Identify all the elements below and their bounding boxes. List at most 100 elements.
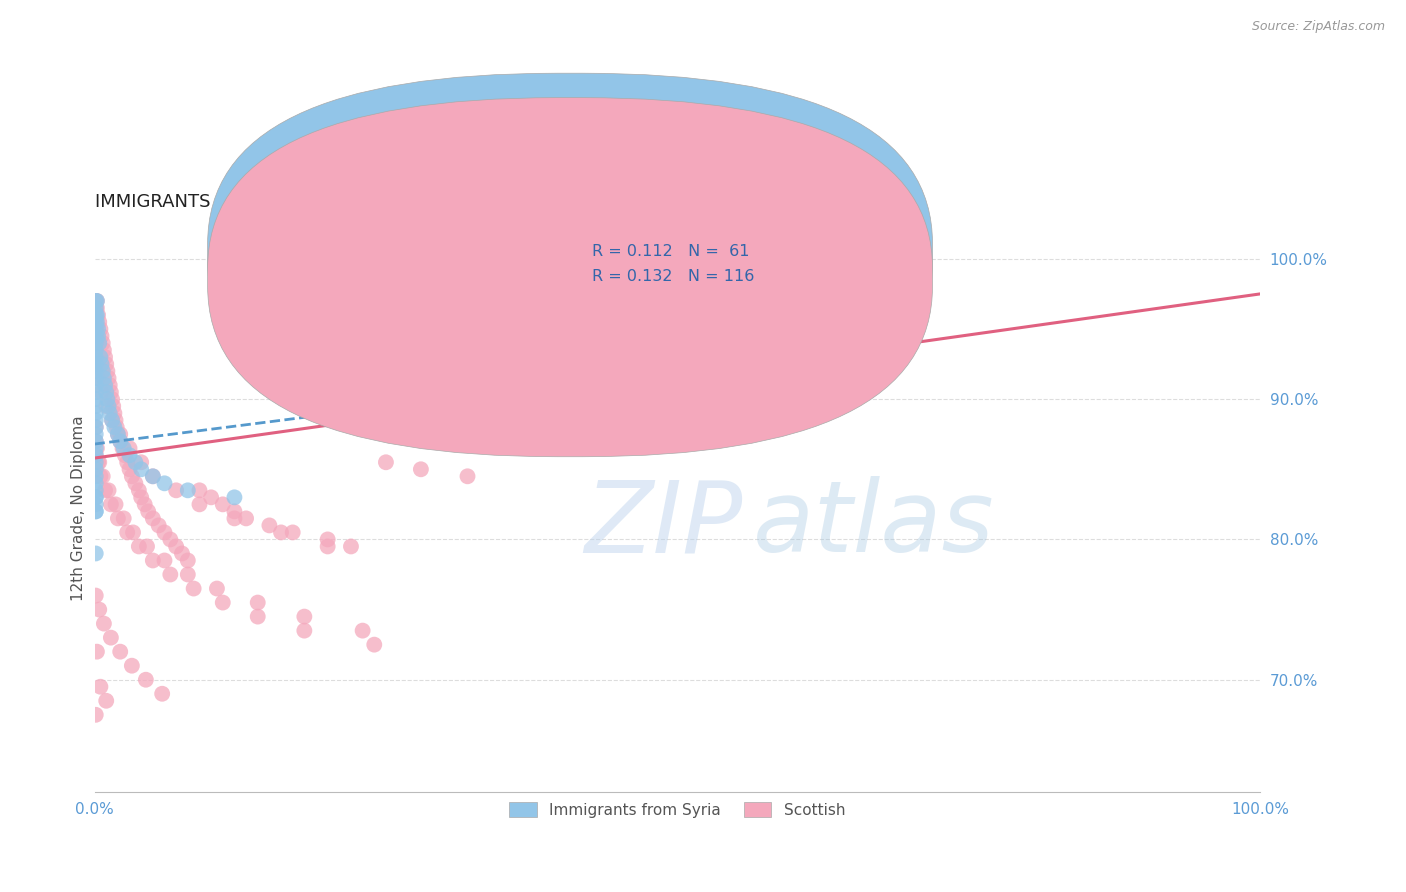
Point — [84, 434, 107, 449]
Point — [111, 442, 134, 456]
Point — [118, 448, 141, 462]
Point — [211, 596, 233, 610]
Point — [153, 553, 176, 567]
Point — [118, 462, 141, 476]
Point — [103, 406, 125, 420]
Point — [457, 469, 479, 483]
Point — [84, 434, 107, 449]
Point — [94, 483, 117, 498]
Point — [84, 491, 107, 505]
Point — [84, 448, 107, 462]
Point — [235, 511, 257, 525]
Point — [259, 518, 281, 533]
Point — [84, 371, 107, 385]
Point — [292, 624, 315, 638]
Point — [142, 511, 165, 525]
Point — [170, 546, 193, 560]
Point — [84, 476, 107, 491]
Point — [84, 308, 107, 322]
Point — [224, 511, 246, 525]
Point — [89, 322, 111, 336]
Point — [124, 455, 146, 469]
Point — [84, 336, 107, 351]
Point — [100, 497, 122, 511]
Point — [90, 385, 112, 400]
Point — [142, 553, 165, 567]
Point — [87, 308, 110, 322]
Point — [84, 707, 107, 722]
Point — [374, 455, 396, 469]
Point — [89, 602, 111, 616]
FancyBboxPatch shape — [537, 235, 828, 298]
Point — [142, 469, 165, 483]
Point — [114, 448, 136, 462]
Point — [352, 624, 374, 638]
Point — [101, 413, 124, 427]
Point — [97, 371, 120, 385]
Point — [84, 504, 107, 518]
Point — [87, 371, 110, 385]
Point — [84, 448, 107, 462]
Point — [107, 427, 129, 442]
Point — [177, 483, 200, 498]
Point — [124, 476, 146, 491]
Point — [84, 483, 107, 498]
Point — [84, 357, 107, 371]
Point — [121, 658, 143, 673]
Point — [96, 357, 118, 371]
Legend: Immigrants from Syria, Scottish: Immigrants from Syria, Scottish — [503, 797, 851, 824]
Point — [84, 293, 107, 308]
Point — [89, 336, 111, 351]
Point — [108, 434, 131, 449]
Point — [108, 434, 131, 449]
Point — [86, 645, 108, 659]
Point — [316, 533, 339, 547]
Point — [177, 567, 200, 582]
Point — [89, 455, 111, 469]
Point — [98, 378, 121, 392]
Point — [104, 413, 127, 427]
Point — [183, 582, 205, 596]
Point — [211, 497, 233, 511]
Point — [128, 540, 150, 554]
Point — [84, 315, 107, 329]
Point — [108, 645, 131, 659]
Point — [136, 540, 159, 554]
Point — [86, 442, 108, 456]
Point — [84, 442, 107, 456]
Point — [84, 329, 107, 343]
Point — [159, 567, 181, 582]
Text: R = 0.132   N = 116: R = 0.132 N = 116 — [592, 268, 755, 284]
Point — [86, 308, 108, 322]
Point — [84, 336, 107, 351]
Point — [122, 525, 145, 540]
Point — [86, 301, 108, 315]
Point — [165, 483, 187, 498]
Point — [96, 364, 118, 378]
Point — [90, 329, 112, 343]
Point — [165, 540, 187, 554]
Point — [84, 315, 107, 329]
Point — [84, 322, 107, 336]
Point — [96, 399, 118, 413]
Point — [107, 511, 129, 525]
Point — [101, 392, 124, 406]
FancyBboxPatch shape — [208, 73, 932, 433]
Point — [84, 343, 107, 357]
Point — [91, 336, 114, 351]
Point — [148, 518, 170, 533]
Point — [84, 469, 107, 483]
Point — [93, 616, 115, 631]
FancyBboxPatch shape — [208, 97, 932, 457]
Text: Source: ZipAtlas.com: Source: ZipAtlas.com — [1251, 20, 1385, 33]
Point — [100, 631, 122, 645]
Point — [84, 462, 107, 476]
Point — [98, 406, 121, 420]
Point — [205, 582, 228, 596]
Point — [84, 589, 107, 603]
Point — [87, 329, 110, 343]
Text: R = 0.112   N =  61: R = 0.112 N = 61 — [592, 244, 749, 259]
Point — [84, 392, 107, 406]
Point — [84, 350, 107, 364]
Point — [97, 483, 120, 498]
